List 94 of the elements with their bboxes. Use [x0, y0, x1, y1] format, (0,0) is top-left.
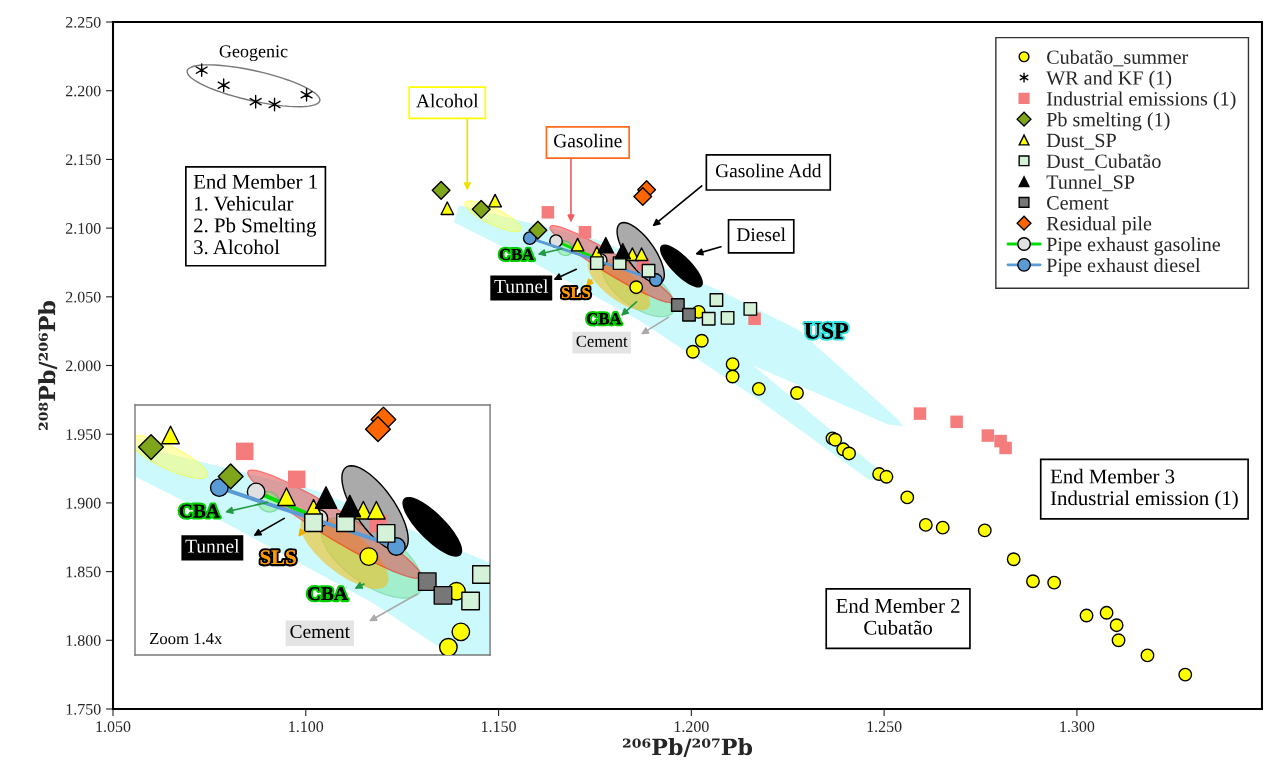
annotation: Diesel [736, 227, 786, 242]
annotation: End Member 3 Industrial emission (1) [1050, 468, 1238, 510]
y-tick-label: 2.000 [65, 360, 101, 372]
point [1140, 648, 1155, 663]
point [597, 236, 615, 254]
legend-label: Dust_Cubatão [1046, 153, 1161, 171]
point [1178, 667, 1193, 682]
point [725, 369, 740, 384]
point [685, 344, 700, 359]
x-tick-label: 1.300 [1060, 721, 1095, 733]
legend-label: WR and KF (1) [1046, 70, 1172, 89]
point [1109, 618, 1124, 633]
point [790, 386, 804, 400]
point [471, 199, 491, 219]
y-tick-label: 2.250 [65, 16, 101, 28]
point [913, 407, 927, 420]
point [1047, 575, 1062, 590]
point [981, 429, 995, 442]
point [541, 206, 555, 219]
y-tick-label: 1.900 [66, 497, 101, 509]
legend-label: Pipe exhaust diesel [1046, 257, 1201, 277]
point [999, 441, 1012, 455]
x-tick-label: 1.200 [674, 721, 709, 733]
annotation: Tunnel [494, 279, 549, 293]
point [918, 517, 933, 532]
annotation: Cement [576, 335, 628, 347]
annotation: CBA [587, 313, 622, 325]
point [440, 201, 455, 216]
point [709, 293, 724, 307]
point [528, 220, 548, 240]
legend-label: Cubatão_summer [1047, 49, 1189, 67]
point [1111, 633, 1126, 648]
x-tick-label: 1.100 [289, 721, 324, 733]
x-axis-title: ²⁰⁶Pb/²⁰⁷Pb [622, 738, 753, 758]
annotation: End Member 2 Cubatão [836, 598, 960, 635]
y-tick-label: 2.050 [65, 291, 101, 303]
point [1099, 605, 1114, 620]
x-tick-label: 1.150 [482, 721, 516, 733]
y-tick-label: 2.200 [65, 85, 101, 97]
point [701, 311, 716, 326]
point [431, 180, 451, 200]
legend-label: Cement [1047, 196, 1109, 210]
legend-label: Residual pile [1046, 216, 1152, 235]
point [751, 381, 766, 396]
point [570, 237, 585, 252]
y-tick-label: 1.750 [66, 703, 101, 715]
point [300, 87, 313, 102]
point [633, 186, 653, 207]
point [589, 256, 604, 271]
point [1026, 574, 1040, 589]
annotation: Gasoline Add [715, 163, 822, 178]
x-tick-label: 1.250 [867, 721, 902, 733]
annotation: End Member 1 1. Vehicular 2. Pb Smelting 3. Alcohol [193, 174, 317, 255]
y-axis-title: ²⁰⁸Pb/²⁰⁶Pb [38, 300, 58, 431]
annotation: Gasoline [554, 133, 622, 148]
annotation: CBA [499, 248, 535, 261]
x-tick-label: 1.050 [96, 721, 131, 733]
point [641, 263, 656, 278]
legend-label: Pipe exhaust gasoline [1046, 237, 1220, 256]
point [268, 97, 281, 112]
y-tick-label: 2.150 [65, 154, 101, 166]
legend-label: Industrial emissions (1) [1046, 91, 1236, 110]
y-tick-label: 2.100 [65, 223, 101, 234]
point [578, 225, 592, 239]
point [217, 78, 230, 93]
y-tick-label: 1.800 [66, 635, 101, 647]
point [725, 357, 740, 372]
point [670, 298, 685, 312]
point [1079, 608, 1094, 623]
point [743, 301, 758, 316]
point [879, 469, 894, 484]
legend-label: Pb smelting (1) [1046, 112, 1170, 131]
point [977, 523, 992, 538]
legend-label: Dust_SP [1046, 133, 1116, 150]
point [1006, 552, 1021, 567]
point [694, 333, 709, 348]
point [950, 415, 963, 429]
point [629, 280, 644, 295]
point [614, 242, 632, 260]
y-tick-label: 1.850 [66, 566, 101, 578]
legend-label: Tunnel_SP [1046, 174, 1135, 192]
point [900, 490, 915, 505]
annotation: Geogenic [219, 45, 288, 62]
point [195, 63, 208, 78]
point [488, 193, 503, 208]
point [842, 446, 856, 461]
y-tick-label: 1.950 [66, 429, 101, 440]
point [634, 247, 649, 262]
point [935, 520, 950, 535]
annotation: SLS [562, 287, 591, 299]
annotation: USP [804, 322, 848, 339]
point [720, 310, 735, 325]
point [682, 307, 696, 322]
annotation: Alcohol [416, 93, 479, 108]
